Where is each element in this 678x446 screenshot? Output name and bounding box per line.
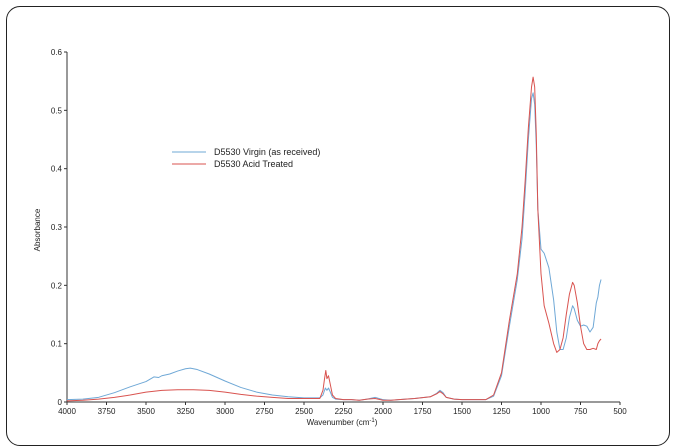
series-line-2 [66,76,602,402]
x-tick-label: 1250 [493,407,511,416]
x-tick-label: 3250 [177,407,195,416]
x-tick-label: 1500 [453,407,471,416]
y-tick-label: 0.3 [51,223,63,232]
y-tick-label: 0.6 [51,48,63,57]
series-line-1 [66,92,602,401]
x-axis-title-superscript: -1 [369,418,375,424]
y-axis-title: Absorbance [33,208,42,251]
x-tick-label: 2500 [295,407,313,416]
x-tick-label: 2750 [256,407,274,416]
y-tick-label: 0 [58,398,63,407]
x-tick-label: 1750 [414,407,432,416]
x-tick-label: 2000 [374,407,392,416]
chart-frame [6,6,670,446]
y-tick-label: 0.1 [51,340,63,349]
y-axis: 0 0.1 0.2 0.3 0.4 0.5 0.6 [51,48,68,407]
absorbance-chart: 0 0.1 0.2 0.3 0.4 0.5 0.6 4000 3750 3500 3250 3000… [33,48,627,427]
x-tick-label: 2250 [335,407,353,416]
x-tick-label: 3750 [98,407,116,416]
x-axis-title-close: ) [375,418,378,427]
x-tick-label: 500 [613,407,627,416]
x-axis-title: Wavenumber (cm-1) [307,418,378,427]
x-tick-label: 3500 [137,407,155,416]
legend-label-2: D5530 Acid Treated [214,159,293,169]
x-tick-label: 750 [574,407,588,416]
legend-label-1: D5530 Virgin (as received) [214,147,320,157]
y-tick-label: 0.2 [51,281,63,290]
x-tick-label: 1000 [532,407,550,416]
y-tick-label: 0.5 [51,106,63,115]
x-tick-label: 4000 [58,407,76,416]
x-tick-label: 3000 [216,407,234,416]
x-axis: 4000 3750 3500 3250 3000 2750 2500 2250 2000 1750… [58,401,627,416]
series-lines [66,76,602,402]
y-tick-label: 0.4 [51,165,63,174]
legend: D5530 Virgin (as received) D5530 Acid Tre… [172,147,320,169]
x-axis-title-main: Wavenumber (cm [307,418,370,427]
